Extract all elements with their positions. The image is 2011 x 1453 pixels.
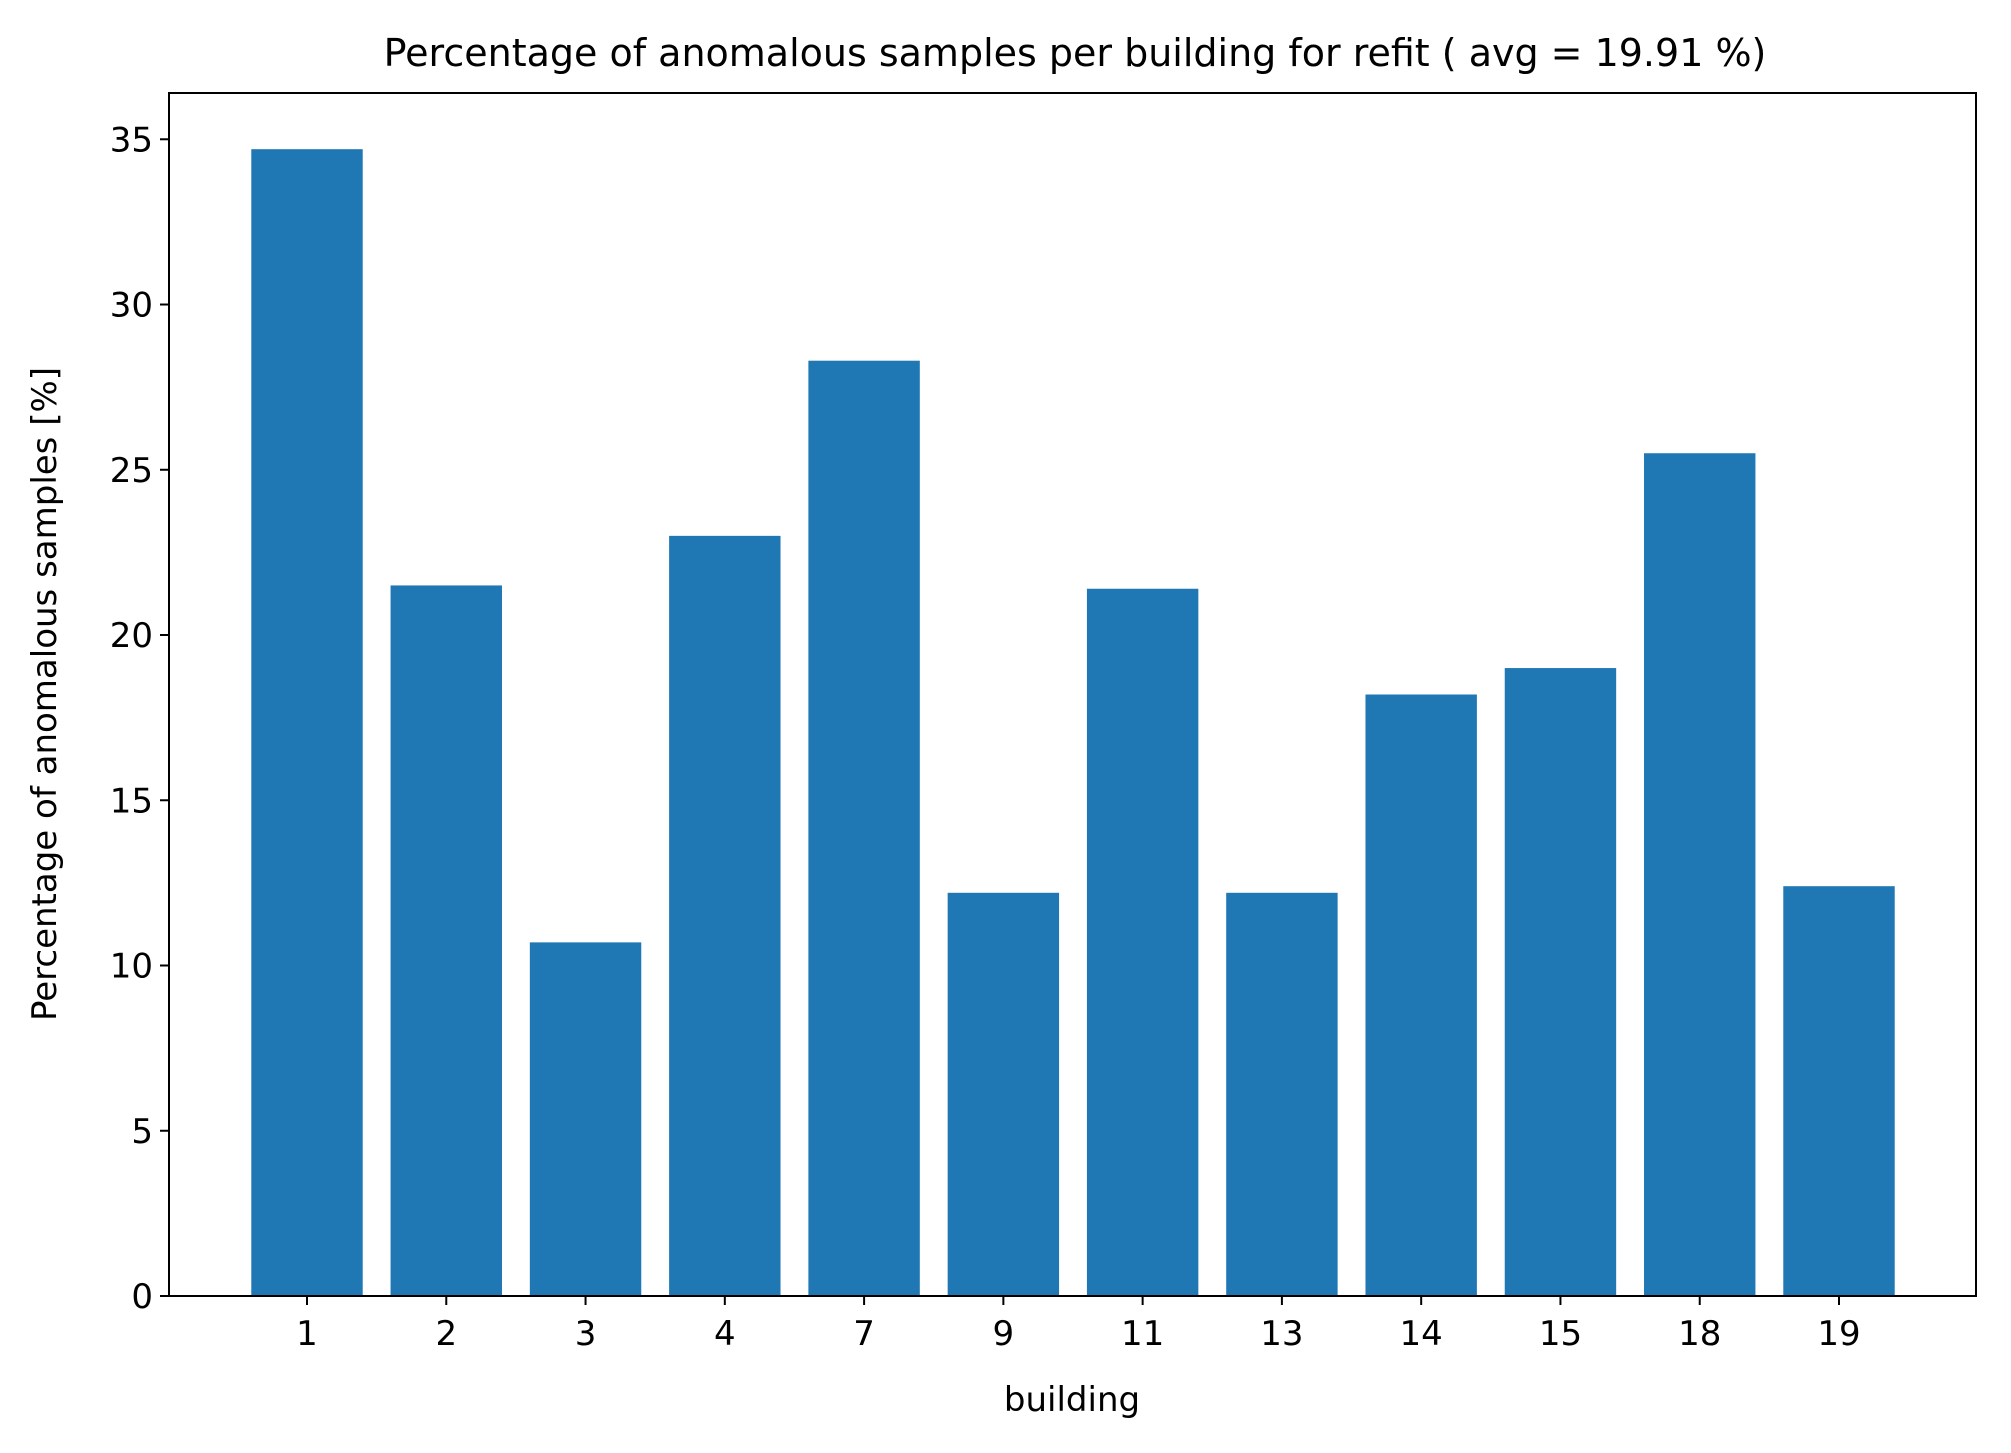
bar <box>1365 694 1477 1296</box>
y-axis-label: Percentage of anomalous samples [%] <box>25 367 65 1021</box>
bar <box>947 892 1060 1296</box>
bar <box>1086 588 1199 1296</box>
y-axis-ticks: 0 5 10 15 20 25 30 35 <box>110 120 169 1317</box>
x-tick-label: 19 <box>1817 1314 1860 1354</box>
x-axis-ticks: 1 2 3 4 7 9 11 13 14 15 18 19 <box>296 1296 1861 1354</box>
y-tick-label: 25 <box>110 451 153 491</box>
bar <box>808 360 920 1296</box>
y-tick-label: 20 <box>110 616 153 656</box>
x-tick-label: 9 <box>993 1314 1015 1354</box>
bars-group <box>251 149 1895 1296</box>
y-tick-label: 5 <box>131 1112 153 1152</box>
x-tick-label: 13 <box>1260 1314 1303 1354</box>
x-tick-label: 18 <box>1678 1314 1721 1354</box>
chart-title: Percentage of anomalous samples per buil… <box>384 31 1767 75</box>
bar <box>1226 892 1338 1296</box>
x-tick-label: 2 <box>435 1314 457 1354</box>
y-tick-label: 15 <box>110 781 153 821</box>
x-tick-label: 1 <box>296 1314 318 1354</box>
x-tick-label: 15 <box>1539 1314 1582 1354</box>
x-tick-label: 11 <box>1121 1314 1164 1354</box>
x-tick-label: 4 <box>714 1314 736 1354</box>
bar <box>1783 886 1895 1296</box>
plot-frame <box>168 92 1977 1297</box>
x-tick-label: 14 <box>1400 1314 1443 1354</box>
bar <box>1504 668 1617 1296</box>
x-tick-label: 7 <box>853 1314 875 1354</box>
bar <box>1644 453 1756 1296</box>
x-tick-label: 3 <box>575 1314 597 1354</box>
bar <box>669 535 781 1296</box>
bar <box>390 585 502 1296</box>
y-tick-label: 0 <box>131 1277 153 1317</box>
bar <box>529 942 642 1296</box>
bar <box>251 149 363 1296</box>
y-tick-label: 35 <box>110 120 153 160</box>
y-tick-label: 30 <box>110 286 153 326</box>
y-tick-label: 10 <box>110 947 153 987</box>
x-axis-label: building <box>1004 1380 1140 1420</box>
